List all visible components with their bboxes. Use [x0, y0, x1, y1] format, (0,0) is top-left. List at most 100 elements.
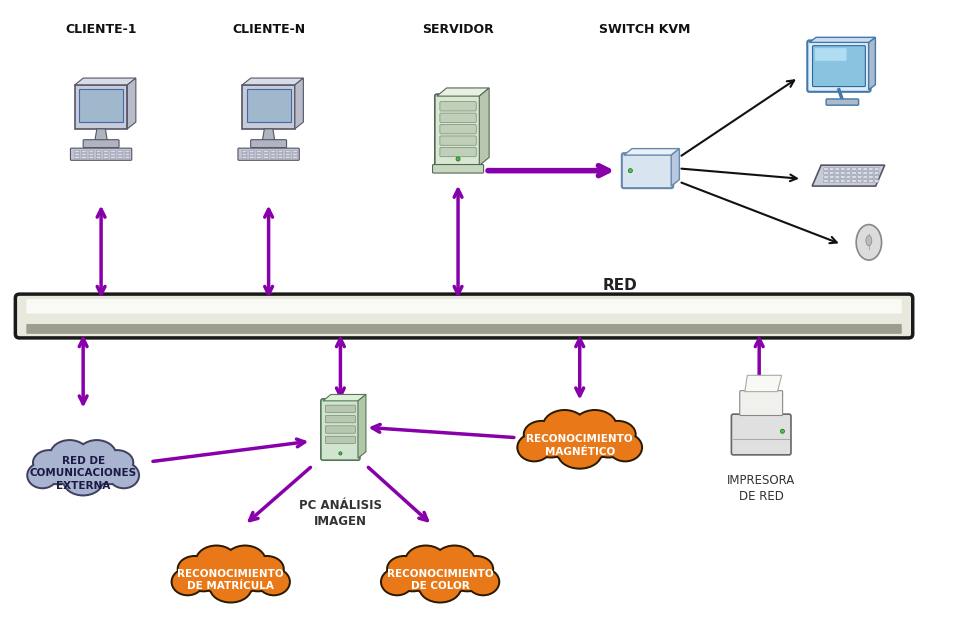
- Polygon shape: [79, 89, 123, 122]
- Text: RED DE
COMUNICACIONES
EXTERNA: RED DE COMUNICACIONES EXTERNA: [30, 456, 137, 491]
- FancyBboxPatch shape: [26, 324, 901, 334]
- FancyBboxPatch shape: [325, 415, 355, 423]
- FancyBboxPatch shape: [82, 153, 86, 156]
- Text: CLIENTE-1: CLIENTE-1: [65, 23, 137, 36]
- Polygon shape: [75, 85, 128, 129]
- Ellipse shape: [447, 559, 488, 592]
- Polygon shape: [863, 172, 868, 175]
- Ellipse shape: [382, 570, 412, 595]
- Ellipse shape: [781, 429, 784, 433]
- Ellipse shape: [26, 461, 58, 489]
- Polygon shape: [846, 180, 851, 183]
- Ellipse shape: [587, 424, 630, 458]
- Ellipse shape: [209, 572, 252, 604]
- Polygon shape: [857, 180, 862, 183]
- Polygon shape: [834, 180, 840, 183]
- Polygon shape: [829, 168, 834, 170]
- FancyBboxPatch shape: [249, 153, 254, 156]
- Ellipse shape: [109, 463, 138, 487]
- FancyBboxPatch shape: [118, 153, 123, 156]
- Polygon shape: [128, 78, 136, 129]
- Ellipse shape: [531, 426, 571, 456]
- Ellipse shape: [449, 561, 486, 590]
- Ellipse shape: [185, 561, 222, 590]
- FancyBboxPatch shape: [271, 156, 275, 159]
- Ellipse shape: [339, 452, 342, 455]
- FancyBboxPatch shape: [286, 153, 290, 156]
- Ellipse shape: [420, 574, 460, 602]
- FancyBboxPatch shape: [118, 156, 123, 159]
- Polygon shape: [874, 180, 879, 183]
- Polygon shape: [840, 180, 846, 183]
- Ellipse shape: [225, 547, 265, 577]
- Ellipse shape: [466, 568, 501, 596]
- FancyBboxPatch shape: [125, 156, 129, 159]
- FancyBboxPatch shape: [807, 40, 871, 92]
- FancyBboxPatch shape: [75, 150, 80, 153]
- FancyBboxPatch shape: [264, 156, 269, 159]
- Text: PC ANÁLISIS
IMAGEN: PC ANÁLISIS IMAGEN: [299, 499, 382, 528]
- FancyBboxPatch shape: [110, 150, 115, 153]
- Polygon shape: [263, 129, 275, 141]
- FancyBboxPatch shape: [292, 150, 297, 153]
- FancyBboxPatch shape: [321, 399, 360, 460]
- Ellipse shape: [197, 547, 236, 577]
- Ellipse shape: [34, 451, 64, 474]
- Ellipse shape: [76, 439, 117, 472]
- Ellipse shape: [557, 437, 602, 470]
- Ellipse shape: [28, 463, 57, 487]
- Polygon shape: [868, 172, 874, 175]
- Ellipse shape: [62, 456, 104, 483]
- Polygon shape: [874, 172, 879, 175]
- Ellipse shape: [516, 433, 552, 462]
- Ellipse shape: [572, 409, 618, 444]
- FancyBboxPatch shape: [96, 153, 101, 156]
- Ellipse shape: [32, 449, 66, 476]
- Ellipse shape: [525, 422, 559, 447]
- FancyBboxPatch shape: [440, 136, 477, 145]
- Polygon shape: [436, 88, 489, 96]
- Ellipse shape: [598, 420, 637, 449]
- FancyBboxPatch shape: [325, 436, 355, 444]
- Ellipse shape: [176, 555, 213, 583]
- Polygon shape: [874, 168, 879, 170]
- FancyBboxPatch shape: [732, 414, 791, 455]
- FancyBboxPatch shape: [434, 94, 481, 168]
- FancyBboxPatch shape: [242, 150, 246, 153]
- Ellipse shape: [434, 547, 474, 577]
- Ellipse shape: [518, 435, 550, 460]
- Ellipse shape: [866, 236, 872, 246]
- FancyBboxPatch shape: [104, 153, 108, 156]
- Ellipse shape: [51, 441, 88, 470]
- FancyBboxPatch shape: [440, 147, 477, 157]
- Ellipse shape: [248, 555, 285, 583]
- Ellipse shape: [542, 409, 587, 444]
- FancyBboxPatch shape: [83, 140, 119, 148]
- FancyBboxPatch shape: [739, 390, 783, 415]
- Ellipse shape: [551, 426, 608, 463]
- Ellipse shape: [628, 168, 632, 173]
- FancyBboxPatch shape: [325, 426, 355, 433]
- Ellipse shape: [433, 545, 477, 579]
- Polygon shape: [824, 172, 829, 175]
- FancyBboxPatch shape: [826, 99, 858, 105]
- Ellipse shape: [102, 451, 132, 474]
- Polygon shape: [834, 168, 840, 170]
- Text: RECONOCIMIENTO
DE MATRÍCULA: RECONOCIMIENTO DE MATRÍCULA: [177, 569, 284, 591]
- Polygon shape: [863, 175, 868, 179]
- Polygon shape: [846, 168, 851, 170]
- Ellipse shape: [600, 422, 635, 447]
- Ellipse shape: [392, 559, 433, 592]
- Text: RECONOCIMIENTO
DE COLOR: RECONOCIMIENTO DE COLOR: [386, 569, 494, 591]
- Ellipse shape: [39, 456, 75, 483]
- Ellipse shape: [259, 570, 289, 595]
- Ellipse shape: [386, 555, 422, 583]
- Ellipse shape: [468, 570, 499, 595]
- Ellipse shape: [211, 574, 250, 602]
- Text: RED: RED: [602, 278, 637, 292]
- FancyBboxPatch shape: [89, 153, 94, 156]
- Ellipse shape: [406, 547, 446, 577]
- FancyBboxPatch shape: [257, 156, 261, 159]
- Ellipse shape: [550, 424, 610, 465]
- Polygon shape: [480, 88, 489, 166]
